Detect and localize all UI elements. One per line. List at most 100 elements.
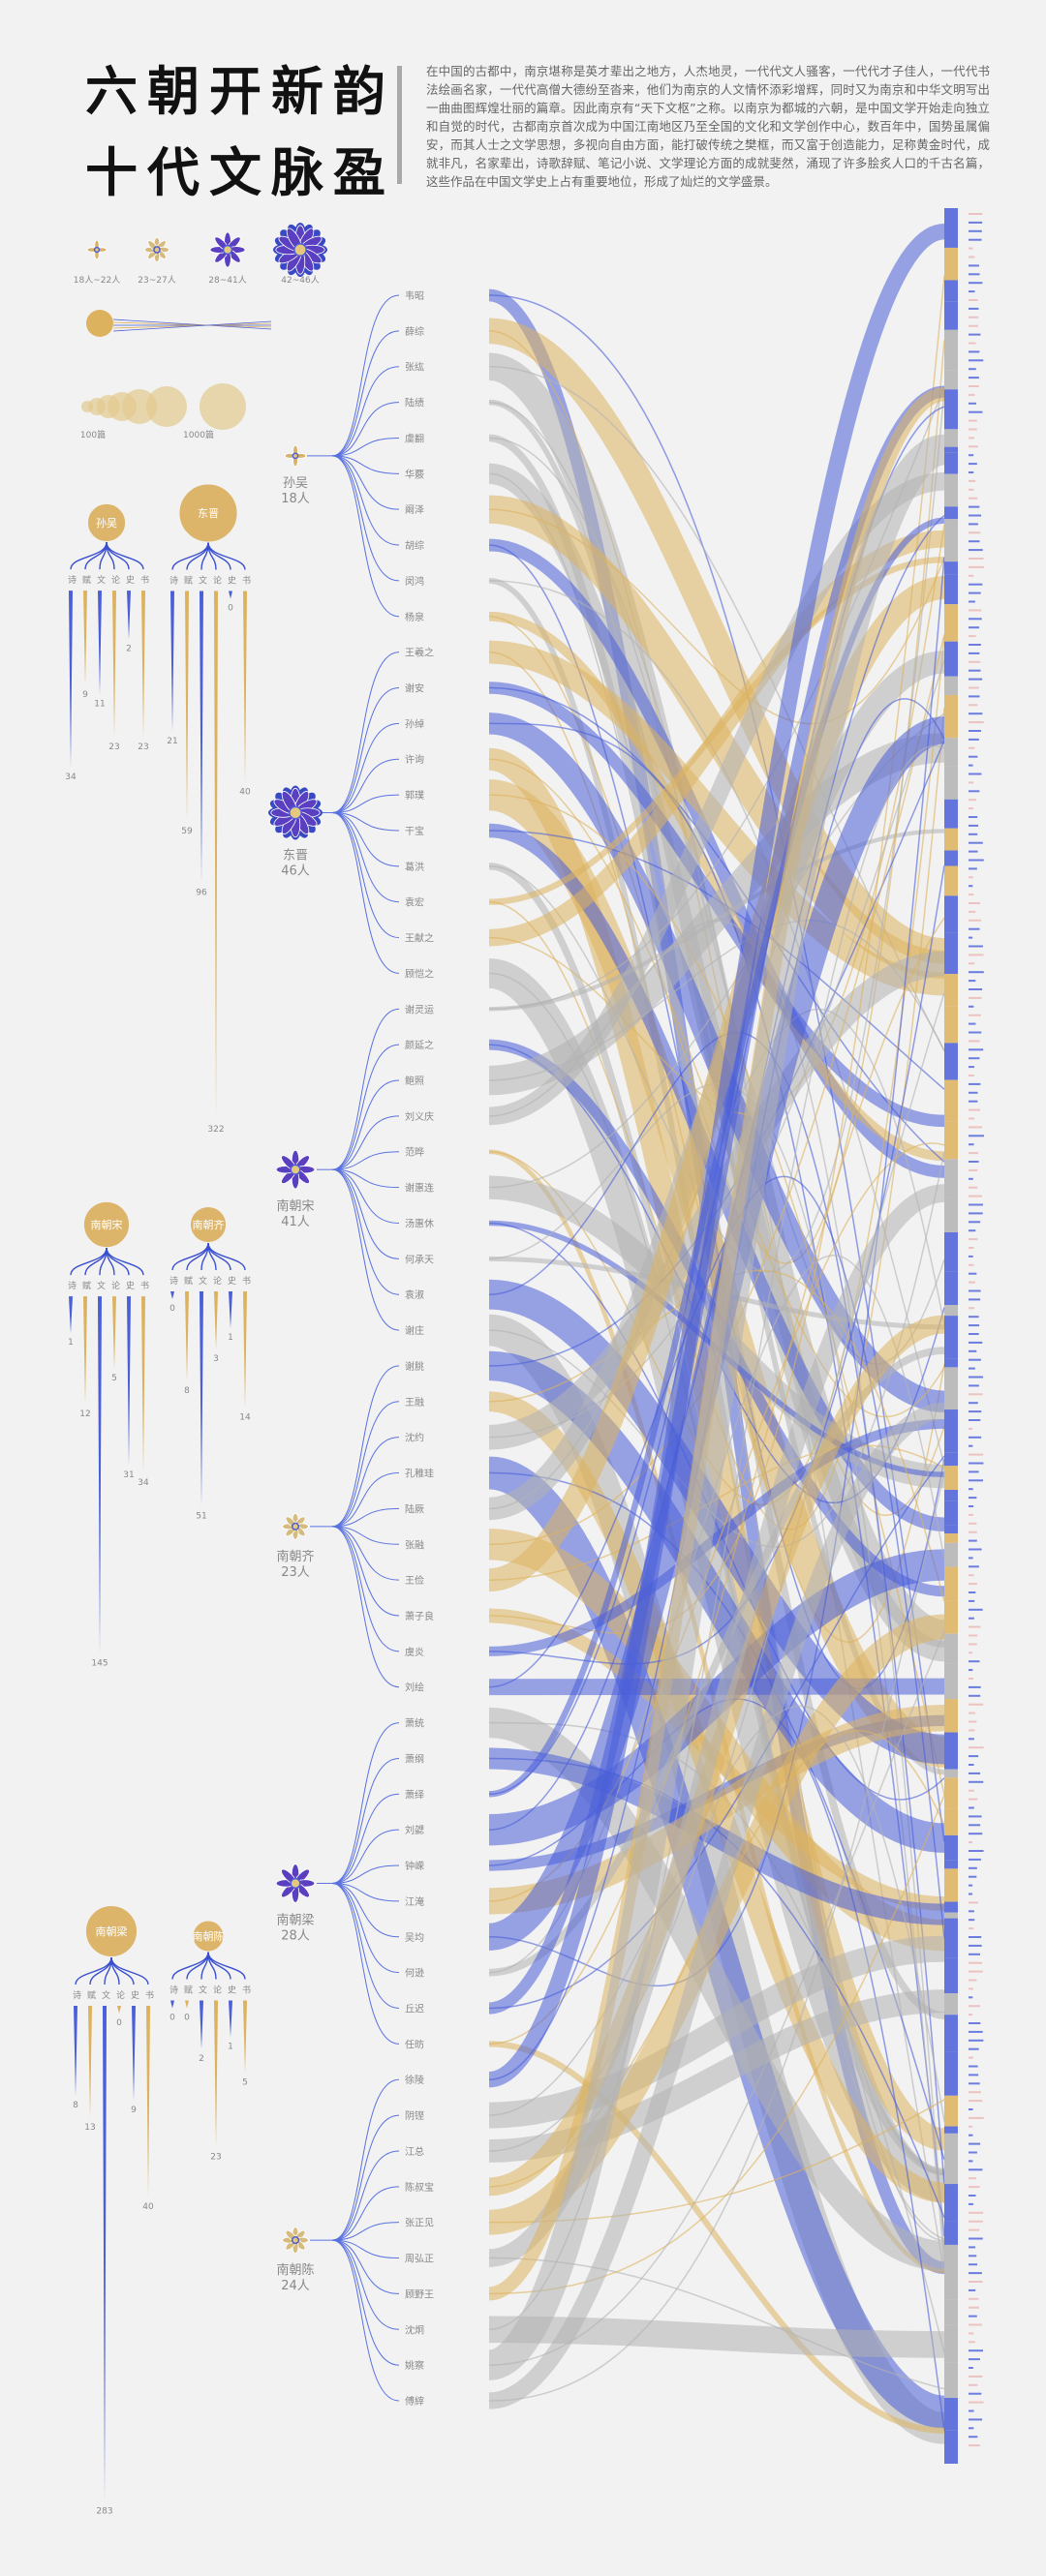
flower-icon bbox=[284, 444, 307, 468]
target-tick bbox=[969, 1815, 982, 1818]
flow bbox=[488, 1935, 945, 2129]
legend-line bbox=[112, 320, 272, 332]
poet-name: 任昉 bbox=[405, 2038, 424, 2050]
target-tick bbox=[969, 1108, 980, 1111]
link bbox=[331, 1168, 400, 1331]
target-tick bbox=[969, 2211, 984, 2214]
genre-label: 论 bbox=[109, 1280, 120, 1289]
target-tick bbox=[969, 2056, 973, 2059]
target-tick bbox=[969, 307, 979, 310]
target-tick bbox=[969, 962, 975, 965]
target-bar bbox=[944, 389, 958, 430]
target-tick bbox=[969, 1625, 981, 1628]
link bbox=[331, 2186, 400, 2241]
target-tick bbox=[969, 1281, 975, 1284]
target-tick bbox=[969, 600, 975, 603]
target-bar bbox=[944, 828, 958, 836]
flow bbox=[488, 1402, 945, 2409]
poet-name: 江总 bbox=[405, 2145, 424, 2158]
genre-bar bbox=[170, 591, 174, 733]
genre-value: 12 bbox=[79, 1409, 90, 1419]
target-tick bbox=[969, 2332, 974, 2335]
target-bar bbox=[944, 850, 958, 866]
target-tick bbox=[969, 368, 976, 371]
target-tick bbox=[969, 1419, 981, 1421]
poet-name: 谢朓 bbox=[405, 1360, 424, 1373]
target-tick bbox=[969, 2349, 984, 2352]
genre-bar bbox=[69, 1296, 73, 1334]
target-tick bbox=[969, 2074, 979, 2076]
link bbox=[331, 758, 400, 814]
target-tick bbox=[969, 1599, 975, 1602]
target-bar bbox=[944, 799, 958, 829]
link bbox=[331, 652, 400, 814]
target-tick bbox=[969, 1583, 977, 1586]
target-bar bbox=[944, 2299, 958, 2325]
target-tick bbox=[969, 1685, 981, 1688]
target-tick bbox=[969, 746, 975, 749]
target-tick bbox=[969, 1066, 974, 1069]
target-tick bbox=[969, 1126, 983, 1129]
target-tick bbox=[969, 1944, 982, 1947]
target-tick bbox=[969, 910, 976, 913]
link bbox=[331, 1526, 400, 1617]
target-tick bbox=[969, 2297, 979, 2300]
target-tick bbox=[969, 833, 978, 835]
genre-value: 1 bbox=[68, 1338, 74, 1348]
genre-bar bbox=[141, 591, 145, 738]
target-tick bbox=[969, 1789, 974, 1792]
link bbox=[331, 2239, 400, 2294]
genre-label: 论 bbox=[114, 1989, 125, 1999]
target-tick bbox=[969, 1349, 977, 1352]
target-bar bbox=[944, 1912, 958, 1919]
target-tick bbox=[969, 755, 978, 758]
genre-label: 论 bbox=[211, 1984, 222, 1993]
target-tick bbox=[969, 721, 984, 724]
genre-label: 书 bbox=[138, 1281, 149, 1290]
dynasty-label: 南朝宋 bbox=[276, 1198, 314, 1214]
target-tick bbox=[969, 1608, 983, 1611]
target-tick bbox=[969, 2151, 977, 2154]
target-bar bbox=[944, 452, 958, 474]
poet-name: 阚泽 bbox=[405, 503, 424, 516]
target-bar bbox=[944, 208, 958, 248]
target-bar bbox=[944, 694, 958, 739]
target-tick bbox=[969, 1591, 976, 1593]
target-bar bbox=[944, 1868, 958, 1889]
genre-label: 诗 bbox=[168, 1985, 178, 1993]
target-tick bbox=[969, 1014, 981, 1016]
target-tick bbox=[969, 1884, 973, 1887]
target-tick bbox=[969, 488, 974, 491]
link bbox=[331, 1722, 400, 1884]
target-tick bbox=[969, 1203, 983, 1206]
target-tick bbox=[969, 264, 979, 267]
genre-bar bbox=[185, 591, 189, 822]
genre-bar bbox=[214, 591, 218, 1120]
flow-thin bbox=[488, 917, 945, 2046]
target-bar bbox=[944, 2133, 958, 2169]
genre-label: 史 bbox=[124, 574, 135, 585]
target-bar bbox=[944, 1888, 958, 1902]
target-tick bbox=[969, 2177, 977, 2180]
genre-label: 诗 bbox=[71, 1990, 81, 1999]
genre-value: 96 bbox=[196, 888, 207, 897]
dynasty-label: 南朝齐 bbox=[276, 1549, 314, 1564]
flower-icon bbox=[268, 785, 323, 840]
target-tick bbox=[969, 1436, 982, 1439]
target-tick bbox=[969, 807, 973, 810]
target-tick bbox=[969, 2091, 981, 2094]
target-tick bbox=[969, 816, 978, 818]
target-tick bbox=[969, 299, 978, 301]
poet-name: 萧绎 bbox=[405, 1788, 424, 1801]
target-bar bbox=[944, 1732, 958, 1770]
target-tick bbox=[969, 1497, 977, 1500]
flow bbox=[488, 538, 945, 1178]
target-bar bbox=[944, 2362, 958, 2399]
target-tick bbox=[969, 1634, 978, 1637]
target-tick bbox=[969, 1505, 974, 1507]
poet-name: 谢庄 bbox=[405, 1324, 424, 1337]
target-tick bbox=[969, 1040, 980, 1043]
genre-label: 书 bbox=[240, 1985, 251, 1994]
target-bar bbox=[944, 2430, 958, 2464]
